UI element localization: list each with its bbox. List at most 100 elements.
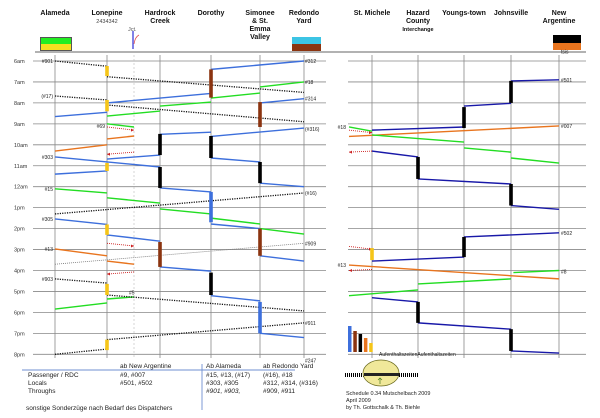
- station-name: Alameda: [40, 10, 70, 17]
- redondo-color-box: [292, 37, 321, 51]
- train-path: [106, 234, 161, 242]
- station-stop: [158, 167, 162, 188]
- train-path: [106, 322, 305, 341]
- junction-label: Jct.: [128, 27, 137, 33]
- train-number-label: #305: [42, 217, 53, 223]
- train-path: [259, 182, 305, 188]
- train-number-label: (#16): [305, 191, 317, 197]
- stop-legend-text: AufenthaltszeitenAufenthaltszeiten: [379, 352, 456, 358]
- arrow-head: [349, 150, 352, 154]
- row-label-passenger: Passenger / RDC: [28, 372, 79, 379]
- station-stop: [105, 339, 109, 351]
- train-path: [259, 227, 305, 235]
- train-number-label: (#316): [305, 127, 320, 133]
- train-number-label: tsis: [561, 50, 569, 56]
- train-path: [106, 260, 135, 265]
- train-path: [106, 151, 135, 155]
- train-number-label: #247: [305, 359, 316, 365]
- station-stop: [209, 69, 213, 98]
- train-number-label: #18: [338, 125, 347, 131]
- train-path: [106, 242, 135, 247]
- train-number-label: #901: [42, 59, 53, 65]
- station-stop: [105, 224, 109, 235]
- table-header-new-argentine: ab New Argentine: [120, 363, 172, 370]
- credit-line: Schedule 0.34 Mutschelbach 2009: [346, 391, 431, 397]
- train-path: [210, 92, 261, 99]
- hour-label: 7pm: [14, 331, 25, 337]
- station-header: Redondo Yard: [289, 10, 319, 26]
- station-header: Youngs-town: [442, 10, 486, 18]
- station-header: Lonepine 2434342: [91, 10, 122, 26]
- train-path: [106, 92, 212, 104]
- hour-label: 8pm: [14, 352, 25, 358]
- train-number-label: #909: [305, 241, 316, 247]
- train-path: [259, 81, 305, 88]
- alameda-color-box: [40, 37, 72, 51]
- station-header: Hazard County Interchange: [402, 10, 433, 34]
- credit-line: by Th. Gottschalk & Th. Biehle: [346, 405, 421, 411]
- arrow-head: [369, 131, 372, 135]
- train-path: [54, 111, 108, 118]
- train-number-label: #501: [561, 78, 572, 84]
- hour-label: 10am: [14, 143, 28, 149]
- train-path: [463, 102, 512, 107]
- station-stop: [416, 156, 420, 179]
- train-path: [106, 104, 305, 123]
- station-stop: [158, 133, 162, 156]
- train-path: [54, 95, 108, 101]
- station-header: Dorothy: [198, 10, 225, 18]
- cell: #15, #13, (#17): [206, 372, 251, 379]
- train-path: [106, 135, 135, 140]
- cell: #312, #314, (#316): [263, 380, 318, 387]
- train-path: [106, 110, 161, 117]
- row-label-throughs: Throughs: [28, 388, 56, 395]
- train-path: [371, 150, 419, 158]
- cell: #303, #305: [206, 380, 239, 387]
- station-stop: [258, 301, 262, 334]
- train-path: [210, 157, 261, 163]
- cell: (#16), #18: [263, 372, 293, 379]
- logo-cactus-icon: [377, 377, 383, 384]
- hour-label: 12am: [14, 185, 28, 191]
- train-path: [54, 242, 305, 265]
- train-number-label: #007: [561, 124, 572, 130]
- train-path: [159, 187, 212, 193]
- arrow-head: [107, 272, 110, 276]
- train-path: [106, 123, 135, 128]
- row-label-locals: Locals: [28, 380, 47, 387]
- train-number-label: #8: [561, 270, 567, 276]
- credit-line: April 2009: [346, 398, 371, 404]
- junction-branch: [133, 34, 140, 45]
- train-path: [371, 134, 465, 143]
- train-path: [106, 271, 135, 275]
- train-path: [463, 232, 560, 238]
- station-name: Simonee & St. Emma Valley: [245, 10, 275, 41]
- train-path: [513, 269, 560, 274]
- train-path: [371, 297, 419, 303]
- station-stop: [258, 161, 262, 184]
- legend-bar: [353, 331, 357, 352]
- cell: #501, #502: [120, 380, 153, 387]
- station-stop: [462, 107, 466, 129]
- station-name: Hardrock Creek: [144, 10, 176, 25]
- station-stop: [209, 191, 213, 223]
- train-path: [210, 127, 305, 138]
- table-header-redondo: ab Redondo Yard: [263, 363, 314, 370]
- hour-label: 5pm: [14, 289, 25, 295]
- train-path: [510, 79, 560, 82]
- train-path: [54, 188, 108, 194]
- train-path: [106, 76, 305, 94]
- train-path: [259, 332, 305, 339]
- train-path: [54, 192, 305, 215]
- hour-label: 9am: [14, 122, 25, 128]
- station-stop: [105, 66, 109, 77]
- train-number-label: #5: [129, 290, 135, 296]
- train-path: [348, 289, 419, 297]
- station-stop: [209, 136, 213, 158]
- train-path: [54, 144, 108, 152]
- station-stop: [105, 99, 109, 112]
- station-stop: [509, 329, 513, 351]
- station-name: Dorothy: [197, 10, 225, 17]
- train-path: [510, 157, 560, 164]
